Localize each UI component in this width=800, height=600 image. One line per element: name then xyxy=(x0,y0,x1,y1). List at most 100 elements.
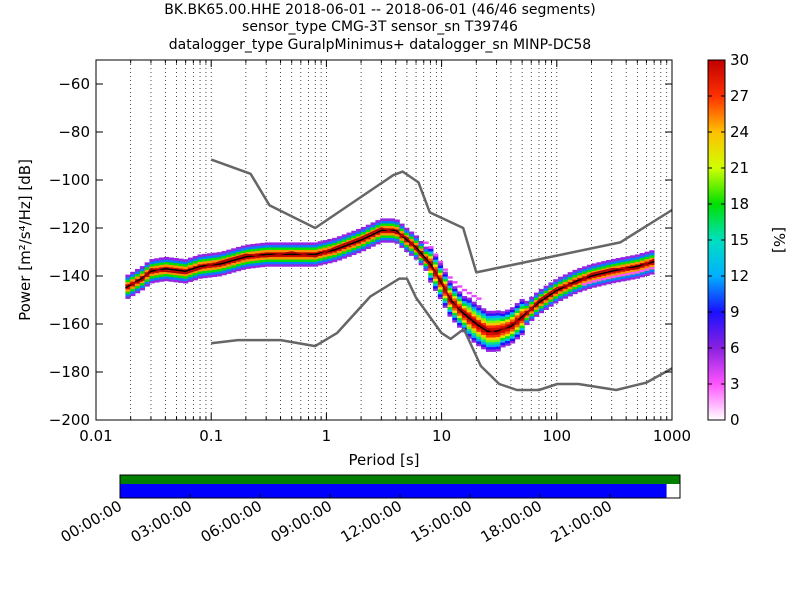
heatmap-cell xyxy=(466,312,472,315)
heatmap-cell xyxy=(264,261,271,265)
heatmap-cell xyxy=(543,300,549,303)
heatmap-cell xyxy=(154,260,160,264)
heatmap-cell xyxy=(178,273,184,276)
heatmap-cell xyxy=(529,303,535,307)
heatmap-cell xyxy=(312,251,319,255)
heatmap-cell xyxy=(380,235,386,238)
heatmap-cell xyxy=(591,282,597,286)
heatmap-cell xyxy=(572,291,578,295)
heatmap-cell xyxy=(293,242,299,246)
y-tick-label: −80 xyxy=(58,123,90,141)
heatmap-cell xyxy=(519,301,525,305)
heatmap-cell xyxy=(442,295,448,299)
heatmap-cell xyxy=(529,311,535,314)
heatmap-cell xyxy=(500,330,506,334)
heatmap-cell xyxy=(211,252,218,256)
colorbar-tick-label: 24 xyxy=(730,123,749,141)
heatmap-cell xyxy=(433,259,439,263)
heatmap-cell xyxy=(500,339,506,343)
heatmap-cell xyxy=(577,282,583,286)
heatmap-cell xyxy=(409,250,415,254)
heatmap-cell xyxy=(485,318,492,321)
heatmap-cell xyxy=(543,292,549,296)
heatmap-cell xyxy=(452,305,458,309)
heatmap-cell xyxy=(461,300,468,304)
heatmap-cell xyxy=(586,269,593,273)
heatmap-cell xyxy=(298,261,304,265)
heatmap-cell xyxy=(452,315,458,318)
heatmap-cell xyxy=(399,233,405,236)
heatmap-cell xyxy=(625,273,631,276)
heatmap-cell xyxy=(284,254,290,258)
heatmap-cell xyxy=(639,274,645,278)
heatmap-cell xyxy=(471,328,477,331)
heatmap-cell xyxy=(264,254,271,258)
heatmap-cell xyxy=(298,244,304,248)
heatmap-cell xyxy=(596,262,602,265)
heatmap-cell xyxy=(375,222,381,226)
heatmap-cell xyxy=(159,279,165,282)
heatmap-cell xyxy=(495,324,501,328)
heatmap-cell xyxy=(500,313,506,317)
heatmap-cell xyxy=(288,249,295,253)
heatmap-cell xyxy=(562,286,569,290)
heatmap-cell xyxy=(332,254,338,258)
heatmap-cell xyxy=(346,244,352,248)
heatmap-cell xyxy=(649,257,655,261)
heatmap-cell xyxy=(351,247,357,251)
heatmap-cell xyxy=(461,305,468,309)
heatmap-cell xyxy=(322,254,328,258)
heatmap-cell xyxy=(509,333,516,337)
heatmap-cell xyxy=(481,344,487,347)
heatmap-cell xyxy=(433,254,439,258)
heatmap-cell xyxy=(428,251,434,254)
heatmap-cell xyxy=(399,242,405,246)
heatmap-cell xyxy=(490,339,496,343)
heatmap-cell xyxy=(514,305,520,309)
heatmap-cell xyxy=(279,254,285,258)
heatmap-cell xyxy=(139,282,146,286)
heatmap-cell xyxy=(615,277,621,280)
heatmap-cell xyxy=(481,329,487,333)
heatmap-cell xyxy=(384,240,391,243)
heatmap-cell xyxy=(312,244,319,248)
heatmap-cell xyxy=(231,250,237,254)
heatmap-cell xyxy=(293,261,299,265)
heatmap-cell xyxy=(221,272,227,276)
heatmap-cell xyxy=(601,275,607,279)
heatmap-cell xyxy=(231,260,237,263)
heatmap-cell xyxy=(173,274,179,278)
heatmap-cell xyxy=(163,264,170,267)
heatmap-cell xyxy=(630,276,636,280)
heatmap-cell xyxy=(481,320,487,323)
heatmap-cell xyxy=(495,310,501,314)
heatmap-cell xyxy=(457,301,463,304)
heatmap-cell xyxy=(226,254,232,258)
heatmap-cell xyxy=(380,228,386,231)
heatmap-cell xyxy=(428,246,434,249)
heatmap-cell xyxy=(500,323,506,326)
heatmap-cell xyxy=(452,307,458,311)
heatmap-cell xyxy=(375,229,381,233)
heatmap-cell xyxy=(452,295,458,299)
heatmap-cell xyxy=(279,256,285,260)
heatmap-cell xyxy=(620,276,626,280)
heatmap-cell xyxy=(620,269,626,272)
heatmap-cell xyxy=(207,270,213,273)
heatmap-cell xyxy=(553,293,559,297)
heatmap-cell xyxy=(519,327,525,331)
heatmap-cell xyxy=(303,252,309,255)
heatmap-cell xyxy=(461,296,468,299)
heatmap-cell xyxy=(404,232,410,236)
heatmap-cell xyxy=(490,325,496,328)
series-line-nlnm xyxy=(211,277,673,392)
heatmap-cell xyxy=(279,259,285,262)
heatmap-cell xyxy=(572,279,578,283)
heatmap-cell xyxy=(466,333,472,337)
heatmap-cell xyxy=(259,262,266,265)
heatmap-cell xyxy=(154,279,160,283)
heatmap-cell xyxy=(553,291,559,294)
heatmap-cell xyxy=(245,246,251,250)
colorbar-tick-label: 6 xyxy=(730,339,740,357)
heatmap-cell xyxy=(139,285,146,288)
